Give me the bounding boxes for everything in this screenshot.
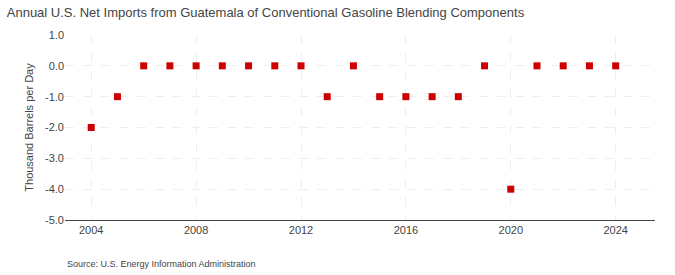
svg-text:2020: 2020: [499, 224, 523, 236]
svg-text:Source: U.S. Energy Informatio: Source: U.S. Energy Information Administ…: [67, 259, 256, 269]
svg-text:2024: 2024: [603, 224, 627, 236]
svg-text:Thousand Barrels per Day: Thousand Barrels per Day: [23, 63, 35, 192]
svg-text:2004: 2004: [79, 224, 103, 236]
svg-text:-5.0: -5.0: [45, 214, 64, 226]
svg-text:2012: 2012: [289, 224, 313, 236]
svg-text:-2.0: -2.0: [45, 121, 64, 133]
svg-text:-3.0: -3.0: [45, 152, 64, 164]
svg-text:-1.0: -1.0: [45, 91, 64, 103]
svg-text:1.0: 1.0: [49, 29, 64, 41]
svg-text:Annual U.S. Net Imports from G: Annual U.S. Net Imports from Guatemala o…: [7, 5, 525, 20]
svg-text:0.0: 0.0: [49, 60, 64, 72]
svg-text:-4.0: -4.0: [45, 183, 64, 195]
svg-text:2008: 2008: [184, 224, 208, 236]
svg-text:2016: 2016: [394, 224, 418, 236]
